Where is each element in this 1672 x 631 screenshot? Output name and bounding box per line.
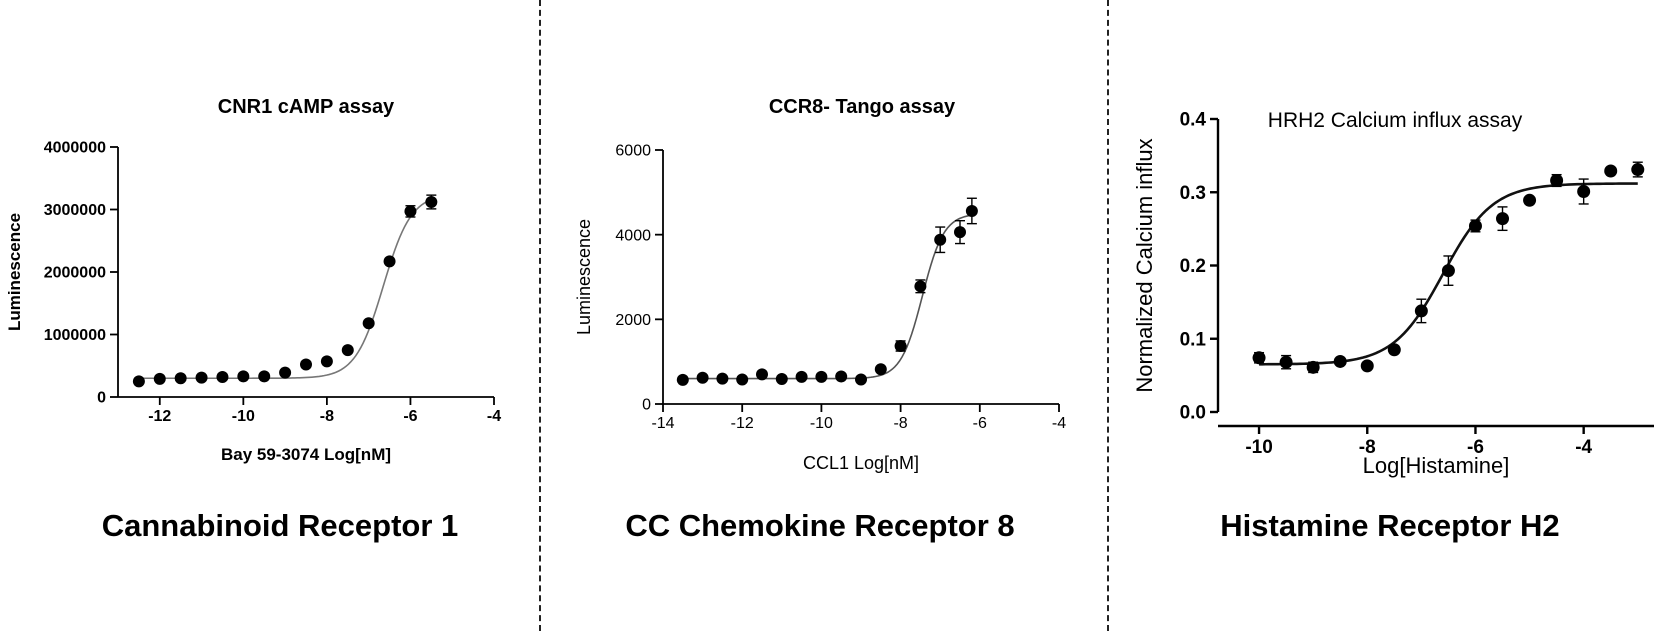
data-point	[1306, 360, 1320, 374]
data-point	[1279, 355, 1293, 369]
data-point	[954, 226, 966, 239]
data-point	[696, 371, 709, 384]
data-point	[1496, 212, 1510, 226]
ccr8-chart: CCR8- Tango assay -14 -12 -10 -8 -6 -4 0 2000 400…	[574, 96, 1066, 473]
data-point	[1631, 163, 1645, 177]
data-point	[404, 205, 417, 218]
y-axis-label: Normalized Calcium influx	[1132, 138, 1157, 392]
data-point	[1252, 351, 1266, 365]
x-tick-label: -6	[403, 408, 417, 425]
hrh2-chart: HRH2 Calcium influx assay -10 -8 -6 -4 0.0 0.1…	[1132, 109, 1654, 478]
data-point	[425, 196, 438, 208]
panel-heading-histamine: Histamine Receptor H2	[1220, 508, 1560, 543]
y-tick-label: 2000	[615, 312, 651, 329]
data-point	[258, 370, 271, 383]
y-tick-label: 0.1	[1180, 329, 1207, 350]
data-point	[341, 344, 354, 357]
x-tick-label: -14	[651, 415, 674, 432]
chart-title: HRH2 Calcium influx assay	[1268, 109, 1523, 132]
data-point	[874, 363, 887, 376]
data-point	[756, 368, 768, 381]
data-point	[1333, 354, 1347, 368]
x-tick-label: -8	[893, 415, 907, 432]
data-point	[1550, 174, 1564, 188]
x-tick-label: -6	[973, 415, 987, 432]
y-tick-label: 6000	[615, 143, 651, 160]
data-point	[795, 370, 808, 383]
data-point	[174, 372, 187, 385]
data-point	[1468, 219, 1482, 233]
y-tick-label: 4000000	[44, 140, 106, 157]
data-point	[716, 372, 729, 385]
x-axis-label: Log[Histamine]	[1363, 453, 1510, 478]
x-tick-label: -4	[1052, 415, 1066, 432]
x-tick-label: -12	[731, 415, 754, 432]
y-tick-label: 0.4	[1180, 110, 1207, 131]
data-point	[132, 375, 145, 388]
data-point	[676, 373, 689, 386]
x-axis-label: Bay 59-3074 Log[nM]	[221, 445, 391, 464]
data-point	[934, 233, 947, 246]
data-point	[894, 340, 907, 353]
data-point	[965, 204, 978, 217]
data-point	[1414, 304, 1428, 318]
panel-divider-right	[1107, 0, 1109, 631]
data-point	[736, 373, 749, 386]
y-tick-label: 4000	[615, 227, 651, 244]
data-point	[279, 366, 292, 379]
y-tick-label: 0.3	[1180, 183, 1206, 204]
data-point	[300, 358, 312, 371]
data-point	[1441, 264, 1455, 278]
x-tick-label: -8	[1359, 437, 1376, 458]
y-tick-label: 0	[97, 390, 106, 407]
data-point	[195, 371, 208, 384]
panel-heading-cannabinoid: Cannabinoid Receptor 1	[101, 508, 459, 543]
data-point	[775, 373, 788, 386]
fit-curve	[138, 198, 432, 380]
fit-curve	[682, 214, 973, 380]
data-point	[914, 280, 927, 293]
chart-title: CCR8- Tango assay	[769, 96, 956, 118]
y-axis-label: Luminescence	[5, 213, 24, 331]
data-point	[1523, 193, 1537, 207]
data-point	[216, 371, 229, 383]
data-point	[383, 255, 396, 268]
panel-divider-left	[539, 0, 541, 631]
x-tick-label: -6	[1467, 437, 1484, 458]
y-tick-label: 0.0	[1180, 403, 1206, 424]
y-tick-label: 0	[642, 397, 651, 414]
data-point	[835, 370, 848, 383]
data-point	[320, 355, 333, 368]
y-tick-label: 0.2	[1180, 256, 1206, 277]
panel-heading-chemokine: CC Chemokine Receptor 8	[625, 508, 1015, 543]
x-tick-label: -4	[487, 408, 501, 425]
y-tick-label: 3000000	[44, 202, 106, 219]
y-axis-label: Luminescence	[574, 219, 594, 335]
data-point	[1387, 343, 1401, 357]
chart-title: CNR1 cAMP assay	[218, 96, 395, 118]
x-tick-label: -8	[320, 408, 334, 425]
y-tick-label: 1000000	[44, 327, 106, 344]
data-point	[237, 370, 250, 383]
data-point	[1604, 164, 1618, 178]
x-tick-label: -12	[148, 408, 171, 425]
data-point	[1360, 359, 1374, 373]
data-point	[815, 370, 828, 383]
data-point	[153, 372, 166, 385]
x-tick-label: -10	[232, 408, 255, 425]
cnr1-chart: CNR1 cAMP assay -12 -10 -8 -6 -4 0 1000000 20000…	[5, 96, 501, 464]
x-tick-label: -10	[810, 415, 833, 432]
data-point	[1577, 185, 1591, 199]
x-axis-label: CCL1 Log[nM]	[803, 453, 919, 473]
data-point	[855, 373, 867, 386]
x-tick-label: -4	[1575, 437, 1592, 458]
data-point	[362, 317, 375, 330]
x-tick-label: -10	[1245, 437, 1272, 458]
y-tick-label: 2000000	[44, 265, 106, 282]
